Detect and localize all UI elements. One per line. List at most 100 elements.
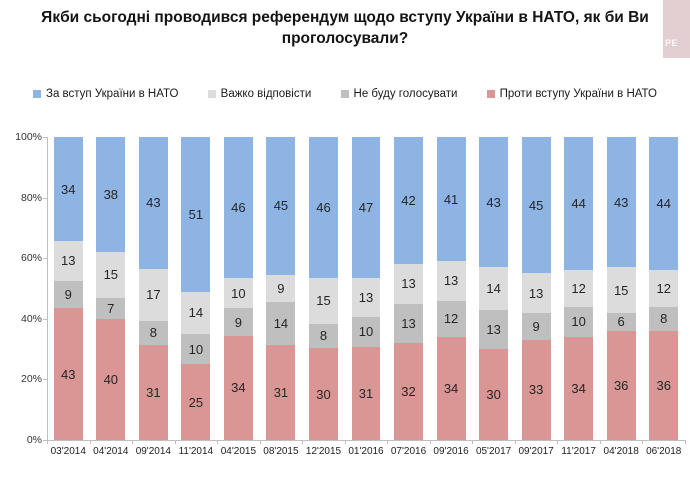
segment-value-label: 30 [316,386,331,402]
x-tick-label: 04'2015 [220,446,257,457]
segment-value-label: 34 [61,181,76,197]
plot-area: 34 13 9 43 38 15 7 40 43 17 8 31 51 14 10 25 46 10 9 34 45 9 1… [47,137,685,440]
bar-segment: 47 [351,137,381,278]
bar-segment: 34 [564,336,594,440]
x-tick-mark [514,440,516,444]
bar-segment: 46 [223,137,253,278]
bar-slot: 34 13 9 43 [47,137,90,440]
bar-segment: 13 [394,303,423,343]
segment-value-label: 13 [61,253,76,269]
segment-value-label: 10 [571,314,586,330]
y-tick-mark [43,197,47,199]
bar-segment: 31 [351,346,381,440]
stacked-bar-04'2018: 43 15 6 36 [606,137,636,440]
bar-segment: 34 [223,335,253,440]
segment-value-label: 13 [528,285,544,301]
segment-value-label: 31 [273,385,289,401]
segment-value-label: 30 [486,387,501,402]
bar-segment: 10 [351,317,381,347]
bar-slot: 44 12 8 36 [642,137,685,440]
bar-slot: 45 9 14 31 [260,137,303,440]
bar-segment: 42 [394,137,423,265]
rating-group-logo: РЕ [663,0,690,58]
bar-segment: 12 [436,300,466,337]
bar-segment: 7 [96,297,126,319]
bar-segment: 13 [479,309,509,350]
x-tick-mark [89,440,91,444]
legend-swatch [207,90,216,98]
segment-value-label: 12 [443,311,459,327]
x-tick-label: 03'2014 [50,446,86,457]
x-tick-label: 07'2016 [390,446,427,457]
stacked-bar-06'2018: 44 12 8 36 [649,137,679,440]
y-axis-line [43,137,48,441]
segment-value-label: 43 [146,195,161,211]
y-tick-label: 0% [26,434,42,446]
x-tick-mark [642,440,644,444]
segment-value-label: 25 [188,394,204,410]
bar-segment: 51 [181,137,211,292]
segment-value-label: 9 [234,314,242,330]
stacked-bar-04'2014: 38 15 7 40 [96,137,126,440]
bar-segment: 6 [606,312,636,331]
bar-segment: 14 [266,302,296,346]
bar-segment: 32 [394,343,423,440]
segment-value-label: 9 [532,318,540,334]
stacked-bar-04'2015: 46 10 9 34 [223,137,253,440]
segment-value-label: 15 [613,282,629,298]
y-tick-mark [43,137,47,138]
bar-segment: 9 [266,274,296,303]
segment-value-label: 31 [358,385,374,401]
x-tick-label: 04'2014 [93,446,129,457]
segment-value-label: 38 [103,187,119,203]
bar-segment: 43 [138,137,168,269]
segment-value-label: 13 [443,273,459,289]
bar-slot: 46 15 8 30 [302,137,345,440]
bar-segment: 40 [96,318,126,440]
stacked-bar-11'2014: 51 14 10 25 [181,137,211,440]
bar-segment: 15 [96,252,126,298]
y-tick-mark [43,440,47,441]
x-tick-mark [472,440,474,444]
bar-segment: 13 [436,261,466,301]
segment-value-label: 10 [231,285,246,301]
stacked-bar-12'2015: 46 15 8 30 [309,137,338,440]
x-tick-mark [47,440,48,444]
segment-value-label: 33 [528,382,544,398]
segment-value-label: 9 [277,280,285,296]
bar-segment: 8 [309,323,338,349]
segment-value-label: 43 [486,194,501,210]
segment-value-label: 40 [103,371,119,387]
x-tick-mark [599,440,601,444]
bar-segment: 9 [521,312,551,340]
bar-slot: 47 13 10 31 [345,137,388,440]
x-tick-mark [174,440,176,444]
bar-segment: 46 [309,137,338,278]
segment-value-label: 43 [61,366,76,382]
segment-value-label: 15 [316,293,331,309]
segment-value-label: 10 [188,341,204,357]
segment-value-label: 32 [401,383,416,399]
legend-item: За вступ України в НАТО [33,88,178,100]
legend-item: Проти вступу України в НАТО [486,88,657,100]
x-tick-mark [132,440,134,444]
y-axis-labels: 100% 80% 60% 40% 20% 0% [0,131,42,446]
y-tick-mark [43,258,47,260]
x-tick-label: 11'2017 [561,446,596,457]
bar-segment: 34 [436,336,466,440]
bar-segment: 12 [649,270,679,307]
legend-swatch [340,90,349,98]
bar-segment: 30 [309,348,338,440]
segment-value-label: 43 [613,194,629,210]
bar-slot: 41 13 12 34 [430,137,473,440]
bar-slot: 42 13 13 32 [387,137,430,440]
x-tick-label: 09'2016 [433,446,469,457]
bar-segment: 33 [521,339,551,440]
segment-value-label: 31 [146,385,161,401]
stacked-bar-09'2014: 43 17 8 31 [138,137,168,440]
segment-value-label: 51 [188,206,204,222]
bar-slot: 43 14 13 30 [472,137,515,440]
segment-value-label: 14 [273,316,289,332]
x-tick-mark [302,440,304,444]
